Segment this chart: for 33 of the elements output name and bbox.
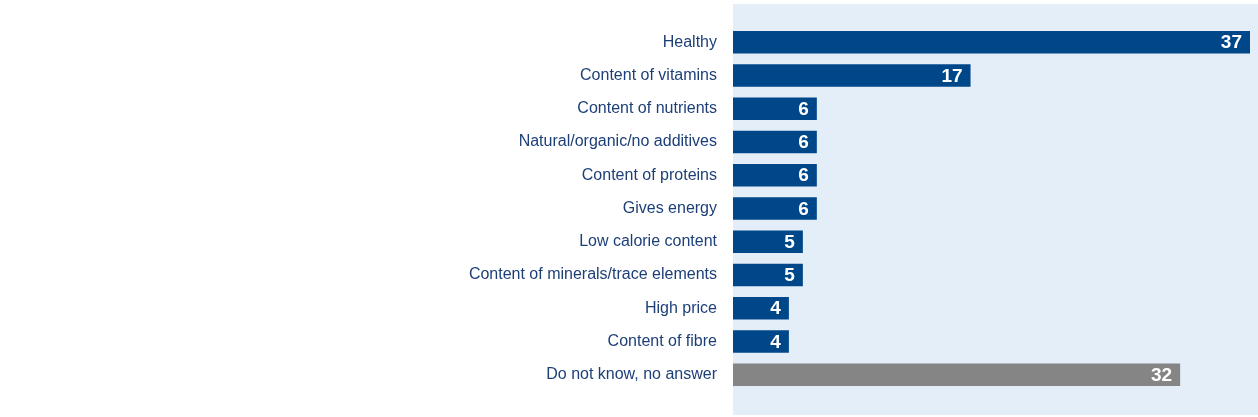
- data-label: 6: [798, 197, 809, 219]
- y-tick-label: Content of vitamins: [580, 65, 717, 83]
- bar: [733, 296, 789, 320]
- y-tick-label: Do not know, no answer: [546, 365, 718, 383]
- data-label: 6: [798, 131, 809, 153]
- y-tick-label: Gives energy: [622, 198, 717, 216]
- bar: [733, 97, 817, 121]
- data-label: 17: [941, 64, 963, 86]
- data-label: 6: [798, 164, 809, 186]
- data-label: 4: [770, 330, 782, 352]
- bar: [733, 130, 817, 154]
- y-tick-label: Content of nutrients: [577, 99, 717, 117]
- bar: [733, 163, 817, 187]
- bar: [733, 197, 817, 220]
- data-label: 32: [1150, 364, 1173, 386]
- bar: [733, 30, 1250, 54]
- data-label: 6: [798, 97, 809, 119]
- bar: [733, 64, 971, 87]
- y-tick-label: Healthy: [662, 32, 717, 50]
- y-tick-label: Content of minerals/trace elements: [468, 265, 717, 283]
- bar: [733, 230, 803, 254]
- y-tick-label: Low calorie content: [579, 232, 718, 250]
- data-label: 5: [784, 264, 796, 286]
- y-tick-label: Content of fibre: [607, 331, 718, 349]
- data-label: 5: [784, 230, 796, 252]
- y-tick-label: High price: [644, 298, 718, 316]
- y-tick-label: Natural/organic/no additives: [518, 132, 717, 150]
- bar: [733, 330, 789, 353]
- data-label: 4: [770, 297, 782, 319]
- data-label: 37: [1220, 31, 1242, 53]
- bar: [733, 363, 1181, 387]
- bar: [733, 263, 803, 287]
- y-tick-label: Content of proteins: [581, 165, 717, 183]
